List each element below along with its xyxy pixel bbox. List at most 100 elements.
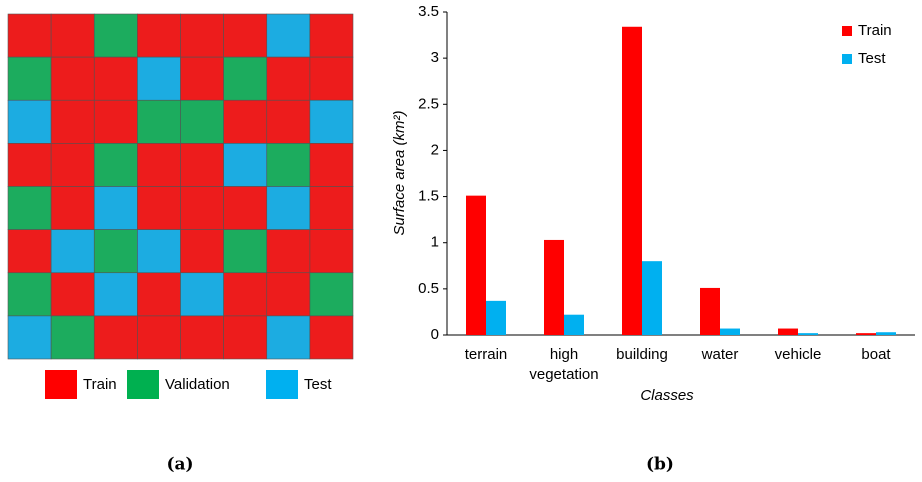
map-tile: [94, 100, 137, 143]
map-tile: [94, 143, 137, 186]
map-tile: [310, 230, 353, 273]
map-tile: [310, 273, 353, 316]
map-tile: [224, 143, 267, 186]
y-tick-label: 3.5: [418, 3, 439, 20]
legend-label: Train: [858, 22, 892, 39]
map-tile: [51, 230, 94, 273]
map-tile: [51, 57, 94, 100]
map-tile: [224, 100, 267, 143]
legend-swatch: [266, 370, 298, 399]
map-tile: [94, 187, 137, 230]
y-tick-label: 1.5: [418, 188, 439, 205]
map-tile: [94, 14, 137, 57]
bar: [564, 315, 584, 335]
map-tile: [267, 230, 310, 273]
map-tile: [310, 100, 353, 143]
map-tile: [94, 316, 137, 359]
map-tile: [51, 273, 94, 316]
map-tile: [267, 143, 310, 186]
legend-swatch: [842, 26, 852, 36]
map-tile: [267, 187, 310, 230]
bar: [544, 240, 564, 335]
map-tile: [137, 273, 180, 316]
map-tile: [310, 57, 353, 100]
legend-swatch: [45, 370, 77, 399]
map-tile: [8, 143, 51, 186]
caption-b: (b): [646, 455, 674, 475]
map-tile: [137, 14, 180, 57]
y-tick-label: 0.5: [418, 280, 439, 297]
bar: [622, 27, 642, 335]
map-tile: [51, 187, 94, 230]
legend-label: Test: [304, 376, 332, 393]
map-tile: [137, 57, 180, 100]
bar: [856, 333, 876, 335]
map-tile: [310, 143, 353, 186]
map-tile: [51, 14, 94, 57]
bar: [720, 329, 740, 335]
map-tile: [94, 230, 137, 273]
map-tile: [8, 187, 51, 230]
bar: [798, 333, 818, 335]
map-tile: [181, 316, 224, 359]
map-tile: [181, 273, 224, 316]
map-tile: [181, 57, 224, 100]
y-axis-label: Surface area (km²): [391, 110, 408, 235]
map-tile: [181, 187, 224, 230]
map-tile: [137, 230, 180, 273]
bar: [778, 329, 798, 335]
map-tile: [224, 14, 267, 57]
map-tile: [137, 187, 180, 230]
caption-a: (a): [166, 455, 193, 475]
map-tile: [8, 14, 51, 57]
y-tick-label: 3: [431, 49, 439, 66]
x-axis-label: Classes: [640, 387, 694, 404]
bar: [466, 196, 486, 335]
x-tick-label: boat: [861, 346, 891, 363]
map-tile: [51, 100, 94, 143]
map-tile: [310, 187, 353, 230]
map-tile: [267, 14, 310, 57]
map-tile: [267, 316, 310, 359]
x-tick-label: water: [701, 346, 739, 363]
x-tick-label: terrain: [465, 346, 508, 363]
map-tile: [267, 57, 310, 100]
map-tile: [137, 143, 180, 186]
map-tile: [8, 273, 51, 316]
map-tile: [181, 100, 224, 143]
map-tile: [224, 316, 267, 359]
y-tick-label: 2.5: [418, 95, 439, 112]
map-tile: [8, 230, 51, 273]
map-tile: [51, 143, 94, 186]
legend-swatch: [842, 54, 852, 64]
legend-swatch: [127, 370, 159, 399]
map-tile: [224, 57, 267, 100]
map-tile: [137, 100, 180, 143]
map-tile: [267, 100, 310, 143]
legend-label: Validation: [165, 376, 230, 393]
map-tile: [94, 57, 137, 100]
map-tile: [8, 316, 51, 359]
bar: [700, 288, 720, 335]
map-tile: [181, 143, 224, 186]
map-tile: [310, 14, 353, 57]
map-tile: [51, 316, 94, 359]
map-tile: [267, 273, 310, 316]
legend-label: Test: [858, 50, 886, 67]
map-tile: [8, 57, 51, 100]
y-tick-label: 1: [431, 234, 439, 251]
bar: [642, 261, 662, 335]
x-tick-label: vehicle: [775, 346, 822, 363]
map-tile: [181, 14, 224, 57]
map-tile: [224, 187, 267, 230]
map-tile: [181, 230, 224, 273]
y-tick-label: 0: [431, 326, 439, 343]
x-tick-label: building: [616, 346, 668, 363]
map-tile: [310, 316, 353, 359]
map-tile: [8, 100, 51, 143]
map-tile: [224, 273, 267, 316]
map-tile: [94, 273, 137, 316]
legend-label: Train: [83, 376, 117, 393]
map-tile: [224, 230, 267, 273]
